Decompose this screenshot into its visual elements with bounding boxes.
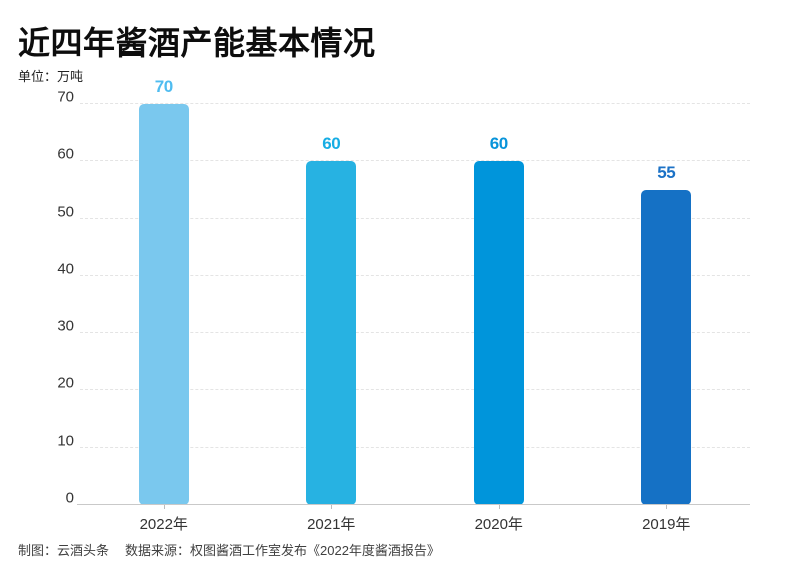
y-tick-label-40: 40 xyxy=(57,260,74,278)
bar-value-label-2019年: 55 xyxy=(657,162,676,182)
x-tick-2019年 xyxy=(666,505,668,509)
footer-credits: 制图：云酒头条 数据来源：权图酱酒工作室发布《2022年度酱酒报告》 xyxy=(18,540,440,559)
x-axis-label-2019年: 2019年 xyxy=(642,516,691,533)
y-tick-label-20: 20 xyxy=(57,374,74,392)
bar-value-label-2020年: 60 xyxy=(489,134,508,154)
gridline-20 xyxy=(80,389,750,391)
unit-label: 单位：万吨 xyxy=(18,69,84,84)
x-axis-label-2020年: 2020年 xyxy=(474,516,523,533)
bar-value-label-2021年: 60 xyxy=(322,134,341,154)
gridline-30 xyxy=(80,332,750,334)
gridline-60 xyxy=(80,160,750,162)
x-axis-line xyxy=(77,504,750,505)
bar-2019年 xyxy=(641,189,692,505)
y-tick-label-50: 50 xyxy=(57,203,74,221)
x-axis-label-2022年: 2022年 xyxy=(139,516,188,533)
x-tick-2022年 xyxy=(163,505,165,509)
source-text: 数据来源：权图酱酒工作室发布《2022年度酱酒报告》 xyxy=(125,543,440,558)
chart-title: 近四年酱酒产能基本情况 xyxy=(18,25,376,61)
y-tick-label-70: 70 xyxy=(57,88,74,106)
gridline-40 xyxy=(80,274,750,276)
y-tick-label-30: 30 xyxy=(57,317,74,335)
bar-2020年 xyxy=(473,161,524,505)
x-axis-label-2021年: 2021年 xyxy=(307,516,356,533)
plot-area: 0 10 20 30 40 50 60 70 70 60 60 55 2022年 2021年 2020年… xyxy=(57,77,750,533)
bar-2022年 xyxy=(138,104,189,505)
bar-value-label-2022年: 70 xyxy=(154,77,173,96)
gridline-70 xyxy=(80,103,750,104)
y-tick-label-0: 0 xyxy=(65,489,74,507)
x-tick-2020年 xyxy=(498,505,500,509)
y-tick-label-60: 60 xyxy=(57,145,74,163)
gridline-50 xyxy=(80,217,750,219)
credit-text: 制图：云酒头条 xyxy=(18,543,110,558)
x-tick-2021年 xyxy=(331,505,333,509)
bar-2021年 xyxy=(306,161,357,505)
gridline-10 xyxy=(80,446,750,448)
y-tick-label-10: 10 xyxy=(57,432,74,450)
